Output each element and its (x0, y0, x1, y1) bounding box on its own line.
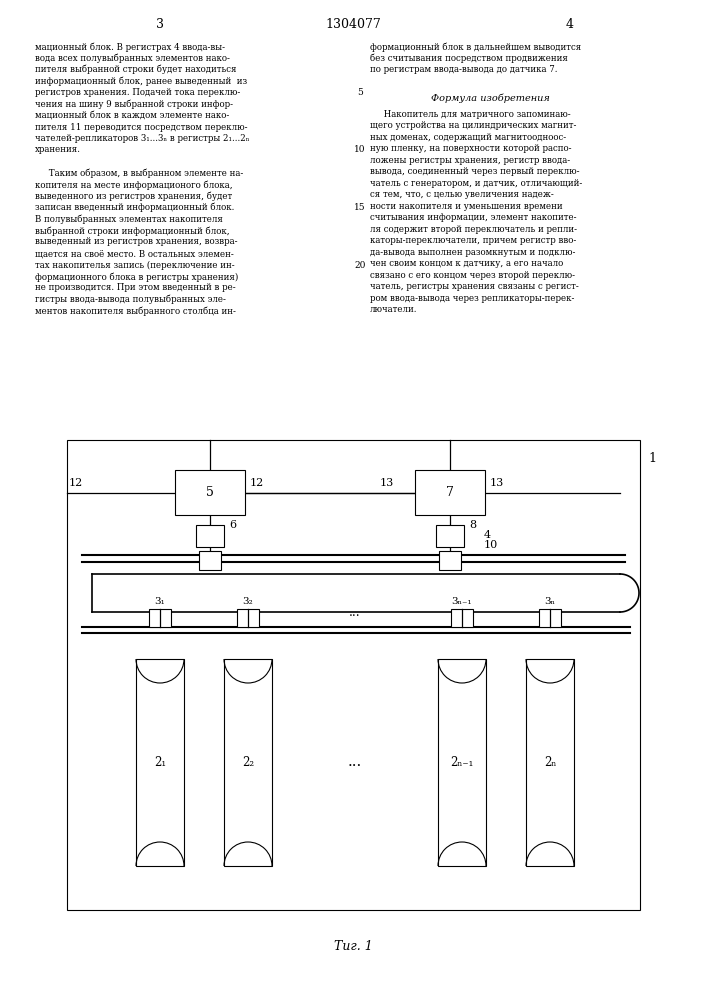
Bar (224, 659, 272, 866)
Text: вода всех полувыбранных элементов нако-: вода всех полувыбранных элементов нако- (35, 53, 230, 63)
Text: ля содержит второй переключатель и репли-: ля содержит второй переключатель и репли… (370, 225, 577, 234)
Text: 2ₙ₋₁: 2ₙ₋₁ (450, 756, 474, 769)
Text: 2ₙ: 2ₙ (544, 756, 556, 769)
Text: регистров хранения. Подачей тока переклю-: регистров хранения. Подачей тока переклю… (35, 88, 240, 97)
Text: вывода, соединенный через первый переклю-: вывода, соединенный через первый переклю… (370, 167, 580, 176)
Bar (539, 609, 561, 627)
Text: тах накопителья запись (переключение ин-: тах накопителья запись (переключение ин- (35, 260, 235, 270)
Bar (199, 551, 221, 570)
Text: по регистрам ввода-вывода до датчика 7.: по регистрам ввода-вывода до датчика 7. (370, 65, 558, 74)
Text: Формула изобретения: Формула изобретения (431, 94, 549, 103)
Text: ром ввода-вывода через репликаторы-перек-: ром ввода-вывода через репликаторы-перек… (370, 294, 574, 303)
Text: 1: 1 (648, 452, 656, 465)
Bar (526, 659, 574, 866)
Text: выведенный из регистров хранения, возвра-: выведенный из регистров хранения, возвра… (35, 237, 238, 246)
Text: ментов накопителя выбранного столбца ин-: ментов накопителя выбранного столбца ин- (35, 306, 236, 316)
Text: 13: 13 (490, 478, 504, 488)
Text: 4: 4 (566, 18, 574, 31)
Text: 5: 5 (206, 486, 214, 499)
Text: 10: 10 (354, 145, 366, 154)
Text: В полувыбранных элементах накопителя: В полувыбранных элементах накопителя (35, 215, 223, 224)
Bar (175, 470, 245, 515)
Text: выведенного из регистров хранения, будет: выведенного из регистров хранения, будет (35, 192, 233, 201)
Text: да-вывода выполнен разомкнутым и подклю-: да-вывода выполнен разомкнутым и подклю- (370, 248, 575, 257)
Text: 3₁: 3₁ (155, 597, 165, 606)
Text: 3ₙ: 3ₙ (544, 597, 556, 606)
Bar (237, 609, 259, 627)
Bar (451, 609, 473, 627)
Text: гистры ввода-вывода полувыбранных эле-: гистры ввода-вывода полувыбранных эле- (35, 295, 226, 304)
Text: 12: 12 (250, 478, 264, 488)
Text: выбранной строки информационный блок,: выбранной строки информационный блок, (35, 226, 230, 235)
Text: щается на своё место. В остальных элемен-: щается на своё место. В остальных элемен… (35, 249, 234, 258)
Text: 2₁: 2₁ (154, 756, 166, 769)
Text: связано с его концом через второй переклю-: связано с его концом через второй перекл… (370, 271, 575, 280)
Bar (439, 551, 461, 570)
Text: Накопитель для матричного запоминаю-: Накопитель для матричного запоминаю- (370, 110, 571, 119)
Text: ную пленку, на поверхности которой распо-: ную пленку, на поверхности которой распо… (370, 144, 571, 153)
Bar (196, 525, 224, 547)
Text: записан введенный информационный блок.: записан введенный информационный блок. (35, 203, 235, 213)
Text: ных доменах, содержащий магнитоодноос-: ных доменах, содержащий магнитоодноос- (370, 133, 566, 142)
Text: ...: ... (348, 756, 362, 770)
Bar (415, 470, 485, 515)
Bar (438, 659, 486, 866)
Text: 13: 13 (380, 478, 395, 488)
Text: ности накопителя и уменьшения времени: ности накопителя и уменьшения времени (370, 202, 563, 211)
Text: 10: 10 (484, 540, 498, 550)
Text: 4: 4 (484, 530, 491, 540)
Text: ...: ... (349, 606, 361, 619)
Text: чен своим концом к датчику, а его начало: чен своим концом к датчику, а его начало (370, 259, 563, 268)
Bar (67, 440, 640, 910)
Text: 2₂: 2₂ (242, 756, 254, 769)
Text: 15: 15 (354, 203, 366, 212)
Text: не производится. При этом введенный в ре-: не производится. При этом введенный в ре… (35, 284, 235, 292)
Text: 1304077: 1304077 (325, 18, 381, 31)
Text: Таким образом, в выбранном элементе на-: Таким образом, в выбранном элементе на- (35, 168, 243, 178)
Bar (149, 609, 171, 627)
Text: информационный блок, ранее выведенный  из: информационный блок, ранее выведенный из (35, 77, 247, 86)
Text: считывания информации, элемент накопите-: считывания информации, элемент накопите- (370, 213, 576, 222)
Text: мационный блок в каждом элементе нако-: мационный блок в каждом элементе нако- (35, 111, 229, 120)
Text: ся тем, что, с целью увеличения надеж-: ся тем, что, с целью увеличения надеж- (370, 190, 554, 199)
Text: хранения.: хранения. (35, 145, 81, 154)
Text: 12: 12 (69, 478, 83, 488)
Text: 3ₙ₋₁: 3ₙ₋₁ (452, 597, 472, 606)
Text: чатель, регистры хранения связаны с регист-: чатель, регистры хранения связаны с реги… (370, 282, 579, 291)
Text: Τиг. 1: Τиг. 1 (334, 940, 373, 953)
Text: копителя на месте информационого блока,: копителя на месте информационого блока, (35, 180, 233, 190)
Bar (136, 659, 184, 866)
Text: каторы-переключатели, причем регистр вво-: каторы-переключатели, причем регистр вво… (370, 236, 576, 245)
Text: формационный блок в дальнейшем выводится: формационный блок в дальнейшем выводится (370, 42, 581, 51)
Text: 7: 7 (446, 486, 454, 499)
Text: лючатели.: лючатели. (370, 305, 418, 314)
Text: 3₂: 3₂ (243, 597, 253, 606)
Text: 20: 20 (354, 260, 366, 269)
Text: ложены регистры хранения, регистр ввода-: ложены регистры хранения, регистр ввода- (370, 156, 570, 165)
Text: 5: 5 (357, 88, 363, 97)
Text: 6: 6 (229, 520, 236, 530)
Text: чатель с генератором, и датчик, отличающий-: чатель с генератором, и датчик, отличающ… (370, 179, 583, 188)
Text: чения на шину 9 выбранной строки инфор-: чения на шину 9 выбранной строки инфор- (35, 100, 233, 109)
Text: пителя 11 переводится посредством переклю-: пителя 11 переводится посредством перекл… (35, 122, 247, 131)
Text: чателей-репликаторов 3₁...3ₙ в регистры 2₁...2ₙ: чателей-репликаторов 3₁...3ₙ в регистры … (35, 134, 250, 143)
Text: 8: 8 (469, 520, 476, 530)
Text: без считывания посредством продвижения: без считывания посредством продвижения (370, 53, 568, 63)
Bar (436, 525, 464, 547)
Text: формационного блока в регистры хранения): формационного блока в регистры хранения) (35, 272, 238, 282)
Text: пителя выбранной строки будет находиться: пителя выбранной строки будет находиться (35, 65, 237, 75)
Text: щего устройства на цилиндрических магнит-: щего устройства на цилиндрических магнит… (370, 121, 576, 130)
Text: мационный блок. В регистрах 4 ввода-вы-: мационный блок. В регистрах 4 ввода-вы- (35, 42, 225, 51)
Text: 3: 3 (156, 18, 164, 31)
